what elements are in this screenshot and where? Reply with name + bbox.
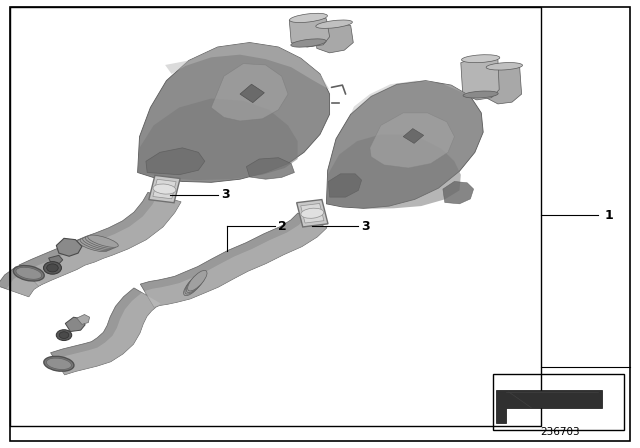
Ellipse shape xyxy=(16,267,42,279)
Polygon shape xyxy=(403,129,424,143)
Ellipse shape xyxy=(486,63,522,70)
Polygon shape xyxy=(145,217,327,307)
Polygon shape xyxy=(246,158,294,179)
Ellipse shape xyxy=(463,91,498,98)
Polygon shape xyxy=(56,238,82,256)
Polygon shape xyxy=(146,148,205,175)
Polygon shape xyxy=(55,293,161,375)
Polygon shape xyxy=(153,179,176,199)
Polygon shape xyxy=(25,195,181,286)
Ellipse shape xyxy=(184,275,203,296)
Ellipse shape xyxy=(153,184,176,194)
Ellipse shape xyxy=(56,330,72,340)
Text: 3: 3 xyxy=(362,220,370,233)
Bar xyxy=(493,374,624,430)
Ellipse shape xyxy=(301,208,324,218)
Polygon shape xyxy=(297,199,328,227)
Ellipse shape xyxy=(13,266,44,281)
Ellipse shape xyxy=(47,264,58,272)
Text: 2: 2 xyxy=(278,220,287,233)
Polygon shape xyxy=(51,288,161,375)
Polygon shape xyxy=(149,175,180,203)
Polygon shape xyxy=(316,22,353,53)
Polygon shape xyxy=(49,255,63,265)
Ellipse shape xyxy=(77,239,108,252)
Polygon shape xyxy=(65,317,85,332)
Ellipse shape xyxy=(186,272,205,293)
Polygon shape xyxy=(351,81,470,114)
Polygon shape xyxy=(138,43,330,182)
Ellipse shape xyxy=(316,20,353,28)
Polygon shape xyxy=(496,390,602,423)
Ellipse shape xyxy=(46,358,72,370)
Polygon shape xyxy=(0,267,42,297)
Ellipse shape xyxy=(289,13,328,22)
Polygon shape xyxy=(486,64,522,104)
Text: 1: 1 xyxy=(605,208,614,222)
Polygon shape xyxy=(211,64,288,121)
Text: 236703: 236703 xyxy=(540,427,580,437)
Polygon shape xyxy=(289,16,330,47)
Polygon shape xyxy=(138,99,298,180)
Ellipse shape xyxy=(461,55,500,63)
Polygon shape xyxy=(326,134,461,209)
Ellipse shape xyxy=(60,332,69,339)
Polygon shape xyxy=(19,192,181,286)
Polygon shape xyxy=(461,56,499,100)
Polygon shape xyxy=(140,213,327,307)
Polygon shape xyxy=(443,181,474,204)
Polygon shape xyxy=(301,203,324,223)
Ellipse shape xyxy=(85,236,116,248)
Ellipse shape xyxy=(44,262,61,274)
Ellipse shape xyxy=(291,39,326,47)
Polygon shape xyxy=(326,81,483,208)
Polygon shape xyxy=(77,314,90,324)
Ellipse shape xyxy=(80,238,111,250)
Text: 3: 3 xyxy=(221,188,229,202)
Polygon shape xyxy=(165,43,330,90)
Polygon shape xyxy=(6,272,42,297)
Polygon shape xyxy=(370,113,454,168)
Ellipse shape xyxy=(185,274,204,294)
Ellipse shape xyxy=(83,237,113,250)
Ellipse shape xyxy=(44,356,74,371)
Ellipse shape xyxy=(88,235,118,247)
Polygon shape xyxy=(240,84,264,103)
Bar xyxy=(10,7,541,426)
Polygon shape xyxy=(328,174,362,197)
Ellipse shape xyxy=(188,271,207,291)
